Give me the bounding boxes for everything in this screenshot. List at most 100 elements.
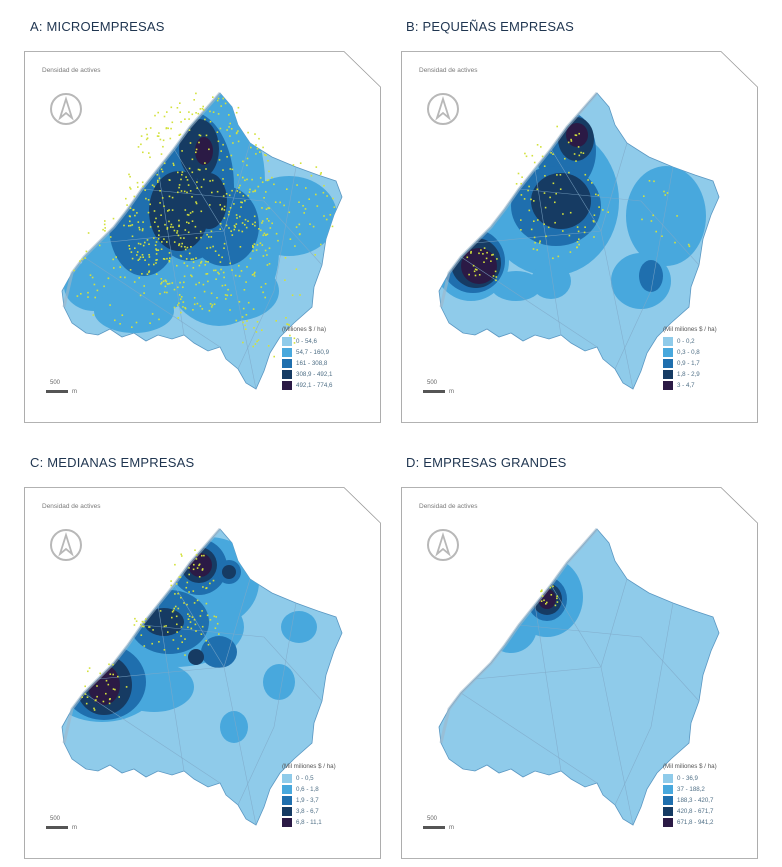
business-point (289, 238, 292, 240)
business-point (174, 605, 177, 608)
business-point (160, 283, 162, 285)
legend-label: 308,9 - 492,1 (296, 371, 333, 378)
business-point (246, 157, 249, 160)
business-point (195, 148, 198, 151)
business-point (178, 134, 181, 136)
business-point (160, 168, 163, 171)
legend-item: 1,8 - 2,9 (663, 369, 717, 380)
business-point (252, 250, 254, 252)
business-point (483, 247, 486, 249)
business-point (247, 131, 249, 134)
business-point (134, 247, 136, 249)
legend-item: 188,3 - 420,7 (663, 795, 717, 806)
business-point (167, 210, 169, 212)
business-point (167, 631, 169, 633)
business-point (251, 274, 254, 276)
business-point (562, 213, 564, 215)
business-point (151, 313, 154, 315)
business-point (155, 259, 157, 261)
business-point (185, 176, 187, 178)
panel-title: D: EMPRESAS GRANDES (406, 455, 567, 470)
business-point (536, 188, 539, 191)
scale-line (423, 825, 445, 829)
business-point (104, 227, 106, 229)
business-point (189, 621, 192, 623)
business-point (183, 237, 185, 239)
business-point (178, 219, 180, 222)
business-point (214, 250, 217, 252)
business-point (196, 599, 199, 602)
business-point (244, 200, 246, 202)
business-point (87, 670, 89, 673)
business-point (252, 190, 254, 193)
business-point (674, 241, 676, 244)
legend-item: 1,9 - 3,7 (282, 795, 336, 806)
business-point (533, 200, 535, 202)
business-point (206, 614, 209, 617)
business-point (309, 223, 311, 225)
business-point (129, 215, 131, 218)
business-point (171, 196, 174, 199)
density-label: Densidad de actives (42, 503, 101, 510)
business-point (157, 249, 160, 251)
business-point (109, 673, 112, 675)
business-point (257, 185, 260, 188)
business-point (105, 692, 107, 695)
legend-item: 0,3 - 0,8 (663, 347, 717, 358)
business-point (254, 224, 256, 227)
density-zone (144, 608, 184, 636)
business-point (186, 246, 189, 249)
business-point (178, 225, 180, 228)
business-point (108, 702, 111, 705)
business-point (268, 247, 271, 249)
business-point (666, 192, 669, 194)
scale-number: 500 (427, 380, 438, 386)
legend-item: 0 - 0,2 (663, 336, 717, 347)
business-point (476, 269, 478, 271)
business-point (136, 181, 139, 184)
business-point (199, 108, 202, 110)
business-point (185, 258, 188, 260)
business-point (152, 629, 154, 631)
business-point (165, 625, 167, 627)
business-point (593, 214, 596, 216)
business-point (219, 127, 222, 130)
points-layer (540, 585, 559, 607)
business-point (271, 222, 273, 225)
business-point (125, 197, 127, 200)
business-point (244, 328, 247, 330)
legend-title: (Miliones $ / ha) (282, 326, 327, 333)
business-point (186, 581, 189, 584)
business-point (200, 236, 202, 239)
business-point (222, 271, 225, 274)
points-layer (466, 125, 691, 282)
business-point (171, 121, 174, 124)
business-point (147, 199, 150, 201)
business-point (155, 262, 157, 264)
business-point (194, 623, 197, 626)
business-point (158, 234, 160, 236)
business-point (117, 675, 119, 678)
business-point (220, 150, 222, 152)
district-line (97, 230, 225, 244)
business-point (85, 250, 88, 253)
district-line (223, 578, 251, 668)
business-point (166, 241, 168, 243)
business-point (192, 258, 195, 260)
business-point (221, 256, 223, 259)
business-point (648, 180, 651, 182)
business-point (80, 293, 82, 295)
map-svg (401, 487, 758, 859)
business-point (163, 625, 166, 628)
business-point (184, 118, 186, 120)
business-point (262, 291, 264, 294)
business-point (133, 281, 136, 283)
business-point (286, 323, 289, 326)
business-point (253, 327, 255, 329)
business-point (168, 209, 170, 211)
business-point (168, 260, 171, 263)
business-point (246, 320, 248, 322)
business-point (527, 189, 529, 192)
scale-number: 500 (50, 380, 61, 386)
business-point (171, 616, 173, 619)
